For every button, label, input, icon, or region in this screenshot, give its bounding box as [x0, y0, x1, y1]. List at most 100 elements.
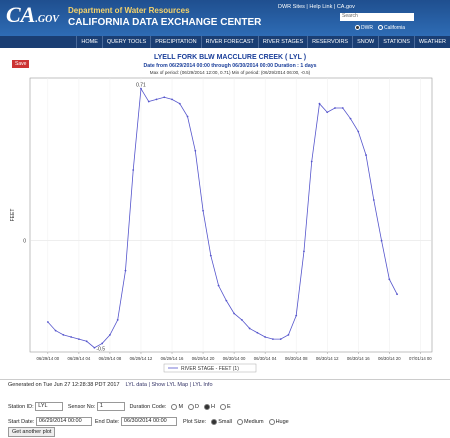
point: [396, 293, 398, 296]
point: [62, 333, 65, 336]
logo-ca: CA: [6, 2, 36, 27]
radio-label: Huge: [275, 418, 289, 425]
radio-label: California: [383, 25, 406, 31]
point: [233, 312, 236, 315]
x-tick-label: 06/29/14 16: [161, 356, 184, 361]
radio-label: DWR: [361, 25, 373, 31]
station-label: Station ID:: [8, 403, 34, 410]
header-link[interactable]: DWR Sites: [278, 4, 305, 10]
point: [225, 299, 228, 302]
footer-link[interactable]: LYL data: [125, 382, 147, 388]
separator: |: [332, 4, 337, 10]
logo[interactable]: CA.GOV: [6, 2, 59, 28]
footer-link[interactable]: Show LYL Map: [151, 382, 189, 388]
nav-item[interactable]: HOME: [76, 36, 102, 48]
point: [70, 336, 73, 338]
x-tick-label: 06/29/14 04: [68, 356, 91, 361]
form-row-1: Station ID: LYL Sensor No: 1 Duration Co…: [8, 402, 231, 411]
size-options: Small Medium Huge: [206, 418, 289, 425]
logo-gov: .GOV: [35, 14, 59, 25]
point: [349, 117, 352, 120]
x-tick-label: 06/29/14 00: [36, 356, 59, 361]
footer-link[interactable]: LYL Info: [192, 382, 213, 388]
search-box[interactable]: Search: [340, 13, 414, 21]
point: [272, 338, 274, 341]
point: [186, 115, 189, 118]
submit-label: Get another plot: [12, 429, 52, 435]
radio-label: Small: [218, 418, 233, 425]
nav-bar: HOME QUERY TOOLS PRECIPITATION RIVER FORECA…: [0, 36, 450, 48]
x-tick-label: 06/29/14 08: [99, 356, 122, 361]
point: [77, 338, 80, 341]
x-tick-label: 06/29/14 12: [130, 356, 153, 361]
radio[interactable]: [220, 403, 227, 410]
point: [248, 327, 251, 330]
x-tick-label: 06/30/14 20: [378, 356, 401, 361]
annotation: 0.71: [136, 83, 146, 89]
point: [217, 284, 220, 287]
submit-button[interactable]: Get another plot: [8, 427, 56, 437]
radio[interactable]: [211, 418, 218, 425]
nav-item[interactable]: WEATHER: [413, 36, 450, 48]
radio[interactable]: [355, 25, 360, 31]
header-link[interactable]: CA.gov: [336, 4, 355, 10]
point: [279, 338, 282, 341]
point: [54, 329, 57, 332]
radio[interactable]: [237, 418, 244, 425]
radio[interactable]: [204, 403, 211, 410]
point: [132, 169, 135, 171]
separator: |: [188, 382, 193, 388]
chart-title: LYELL FORK BLW MACCLURE CREEK ( LYL ): [154, 54, 306, 61]
radio[interactable]: [268, 418, 275, 425]
point: [194, 149, 197, 152]
radio-label: D: [195, 403, 200, 410]
nav-item[interactable]: SNOW: [352, 36, 378, 48]
nav-item[interactable]: STATIONS: [378, 36, 414, 48]
x-tick-label: 06/30/14 08: [285, 356, 308, 361]
annotation: -0.5: [96, 347, 105, 353]
station-input[interactable]: LYL: [35, 402, 64, 411]
point: [46, 321, 49, 323]
nav-item[interactable]: RESERVOIRS: [307, 36, 352, 48]
nav-item[interactable]: RIVER STAGES: [257, 36, 307, 48]
form-row-2: Start Date: 06/29/2014 00:00 End Date: 0…: [8, 417, 289, 426]
point: [256, 331, 259, 334]
header-link[interactable]: Help Link: [309, 4, 333, 10]
point: [155, 98, 158, 101]
radio[interactable]: [377, 25, 383, 31]
point: [318, 102, 321, 105]
point: [264, 336, 267, 338]
start-label: Start Date:: [8, 418, 35, 425]
center: CALIFORNIA DATA EXCHANGE CENTER: [68, 17, 262, 28]
point: [287, 333, 290, 336]
radio[interactable]: [171, 403, 178, 410]
start-input[interactable]: 06/29/2014 00:00: [35, 417, 92, 426]
point: [303, 250, 305, 253]
header: CA.GOV Department of Water Resources CAL…: [0, 0, 450, 36]
nav-item[interactable]: RIVER FORECAST: [200, 36, 258, 48]
save-label: Save: [15, 61, 27, 67]
chart: LYELL FORK BLW MACCLURE CREEK ( LYL ) Da…: [10, 54, 432, 373]
legend-label: RIVER STAGE - FEET (1): [181, 366, 239, 372]
save-button[interactable]: Save: [12, 60, 30, 68]
series-line: [47, 87, 398, 349]
point: [171, 98, 173, 101]
point: [326, 111, 329, 114]
point: [140, 87, 142, 90]
radio[interactable]: [188, 403, 195, 410]
nav-item[interactable]: QUERY TOOLS: [101, 36, 150, 48]
point: [109, 333, 111, 336]
generated: Generated on Tue Jun 27 12:28:38 PDT 201…: [8, 382, 213, 388]
end-label: End Date:: [94, 418, 120, 425]
search-options: DWR California: [350, 25, 405, 31]
x-tick-label: 06/30/14 04: [254, 356, 277, 361]
duration-label: Duration Code:: [129, 403, 167, 410]
nav-item[interactable]: PRECIPITATION: [150, 36, 200, 48]
search-placeholder: Search: [342, 13, 358, 19]
point: [163, 96, 166, 99]
end-input[interactable]: 06/30/2014 00:00: [120, 417, 177, 426]
point: [357, 130, 360, 133]
sensor-input[interactable]: 1: [96, 402, 125, 411]
point: [365, 154, 367, 156]
